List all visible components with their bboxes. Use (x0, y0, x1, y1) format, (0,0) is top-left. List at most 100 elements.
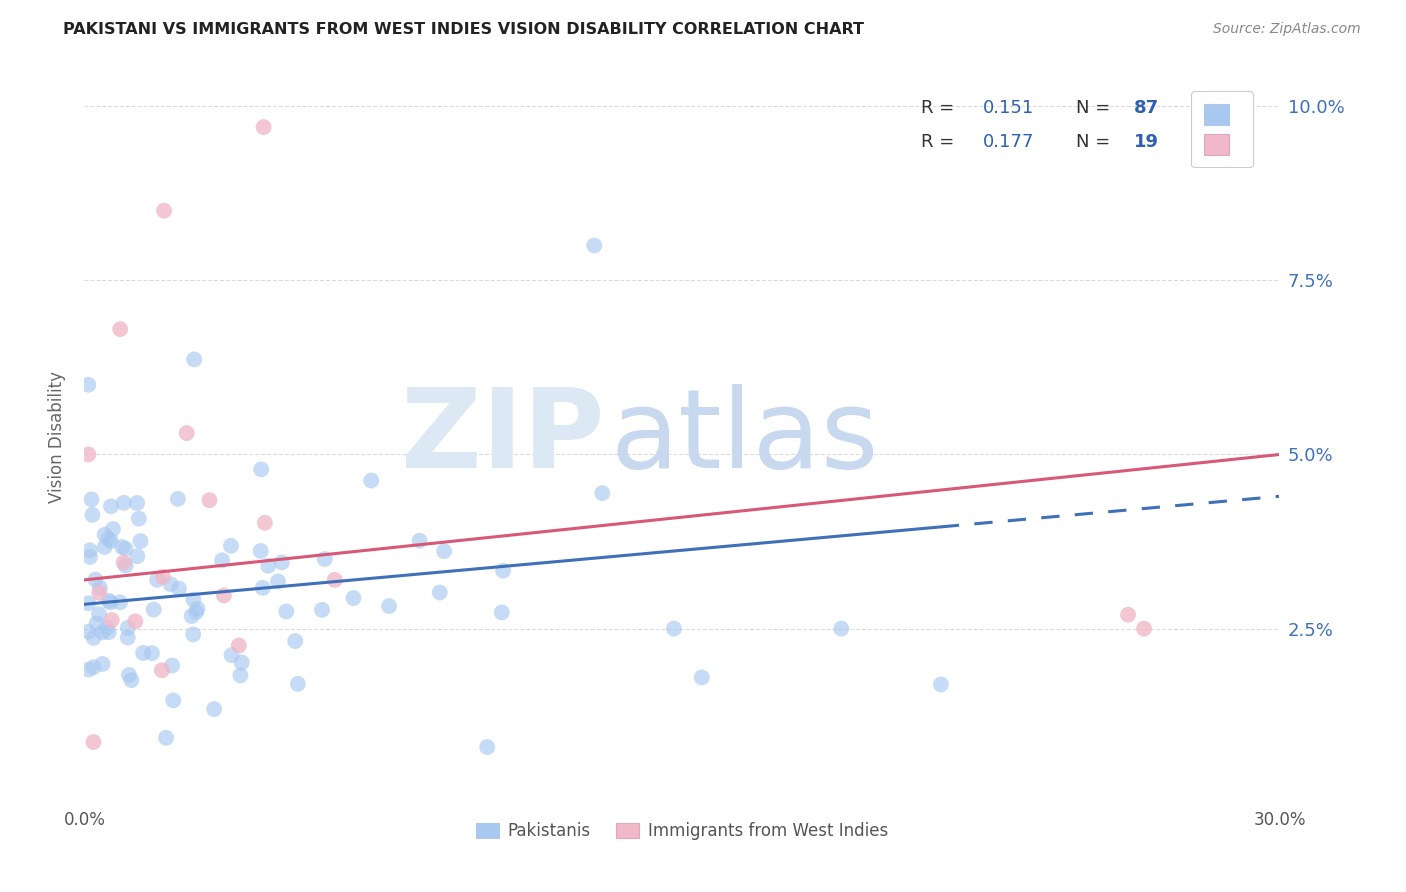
Point (97, 625, 120, 640)
Text: 19: 19 (1133, 133, 1159, 151)
Point (250, 462, 273, 476)
Point (257, 558, 280, 573)
Text: atlas: atlas (610, 384, 879, 491)
Point (342, 591, 364, 605)
Point (84, 573, 107, 587)
Point (83, 631, 105, 645)
Point (97, 593, 120, 607)
Point (180, 609, 202, 624)
Point (120, 673, 142, 687)
Point (83, 660, 105, 674)
Point (128, 511, 150, 525)
Point (231, 656, 253, 670)
Point (690, 670, 713, 684)
Point (378, 599, 401, 613)
Point (108, 595, 131, 609)
Point (77, 448, 100, 462)
Point (830, 622, 852, 636)
Point (79, 543, 101, 558)
Point (477, 740, 499, 755)
Point (96, 621, 118, 635)
Point (176, 426, 198, 441)
Point (1133, 622, 1156, 636)
Point (198, 493, 221, 508)
Point (1116, 607, 1139, 622)
Point (93, 540, 115, 554)
Point (80, 492, 103, 507)
Point (167, 582, 190, 596)
Text: R =: R = (921, 133, 960, 151)
Point (360, 474, 382, 488)
Point (89, 581, 111, 595)
Point (253, 120, 276, 134)
Point (219, 539, 242, 553)
Point (100, 500, 122, 514)
Point (186, 605, 208, 619)
Point (314, 552, 336, 566)
Point (212, 589, 235, 603)
Point (127, 496, 149, 510)
Point (159, 577, 181, 591)
Point (253, 516, 276, 530)
Point (183, 592, 205, 607)
Point (82, 508, 104, 522)
Point (111, 540, 134, 554)
Point (77, 624, 100, 639)
Point (100, 613, 122, 627)
Point (86, 616, 108, 631)
Point (229, 668, 252, 682)
Point (79, 549, 101, 564)
Point (132, 646, 155, 660)
Point (311, 603, 333, 617)
Point (112, 496, 135, 510)
Point (117, 621, 139, 635)
Point (221, 648, 243, 662)
Point (591, 486, 613, 500)
Point (491, 606, 513, 620)
Point (211, 553, 233, 567)
Text: ZIP: ZIP (401, 384, 605, 491)
Point (129, 534, 152, 549)
Point (186, 602, 208, 616)
Point (124, 615, 146, 629)
Point (155, 731, 177, 745)
Point (662, 622, 685, 636)
Point (89, 586, 111, 600)
Point (252, 581, 274, 595)
Point (101, 522, 124, 536)
Point (77, 663, 100, 677)
Point (91, 625, 114, 640)
Point (284, 634, 307, 648)
Point (100, 534, 122, 549)
Text: 0.151: 0.151 (983, 99, 1035, 117)
Point (152, 570, 174, 584)
Point (153, 203, 176, 218)
Point (97, 532, 120, 546)
Point (118, 668, 141, 682)
Point (267, 574, 290, 589)
Point (91, 657, 114, 671)
Point (162, 693, 184, 707)
Point (114, 558, 136, 573)
Text: PAKISTANI VS IMMIGRANTS FROM WEST INDIES VISION DISABILITY CORRELATION CHART: PAKISTANI VS IMMIGRANTS FROM WEST INDIES… (63, 22, 865, 37)
Y-axis label: Vision Disability: Vision Disability (48, 371, 66, 503)
Point (93, 527, 115, 541)
Point (112, 556, 135, 570)
Point (183, 352, 205, 367)
Text: R =: R = (921, 99, 960, 117)
Point (249, 544, 271, 558)
Point (202, 702, 225, 716)
Point (270, 555, 292, 569)
Point (87, 607, 110, 622)
Point (141, 646, 163, 660)
Point (929, 677, 952, 691)
Point (146, 573, 169, 587)
Point (433, 544, 456, 558)
Point (150, 663, 173, 677)
Point (77, 596, 100, 610)
Point (114, 541, 136, 556)
Point (117, 631, 139, 645)
Text: N =: N = (1077, 99, 1116, 117)
Point (160, 658, 183, 673)
Point (492, 564, 515, 578)
